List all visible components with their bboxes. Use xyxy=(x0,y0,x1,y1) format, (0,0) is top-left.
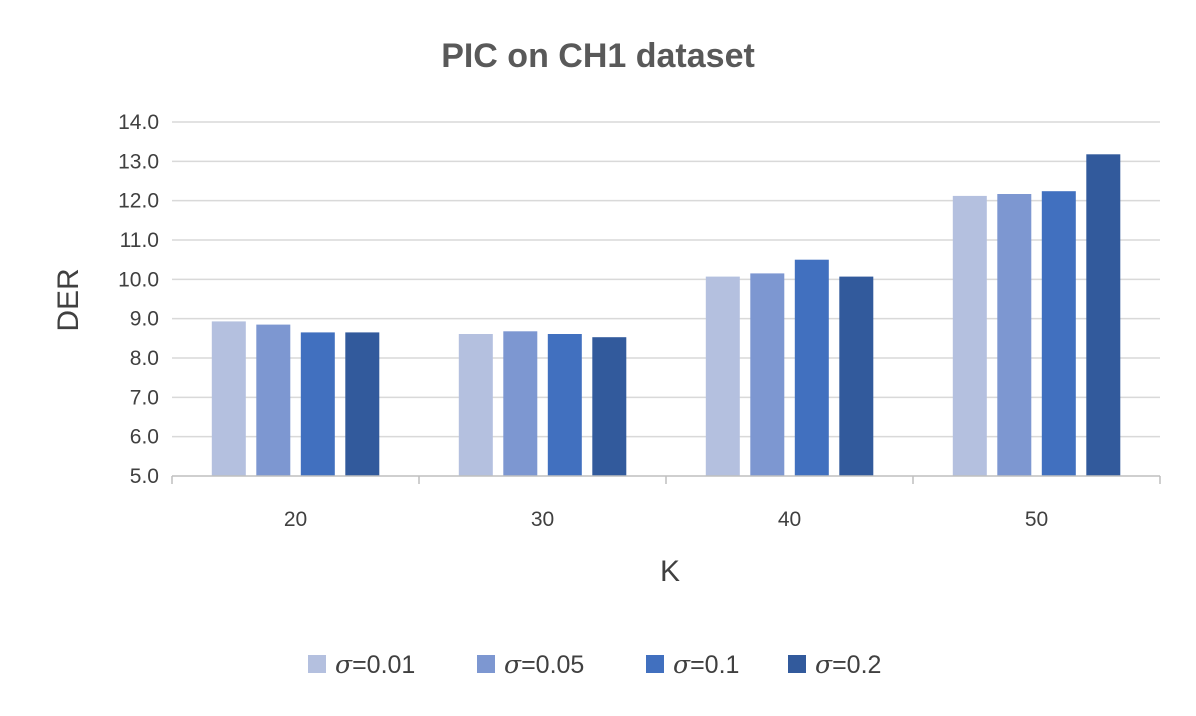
bar-50-series-2 xyxy=(1041,191,1076,476)
x-tick-label: 20 xyxy=(284,508,307,531)
y-axis-ticks: 5.0 6.0 7.0 8.0 9.0 10.0 11.0 12.0 13.0 14.0 xyxy=(118,111,159,488)
bars xyxy=(211,154,1121,477)
y-axis-title: DER xyxy=(52,268,85,331)
bar-40-series-3 xyxy=(839,276,874,476)
bar-40-series-2 xyxy=(794,259,829,476)
legend-label: σ=0.2 xyxy=(815,650,881,679)
y-tick-label: 9.0 xyxy=(130,308,159,331)
y-tick-label: 10.0 xyxy=(118,268,159,291)
bar-20-series-1 xyxy=(256,324,291,476)
x-tick-label: 30 xyxy=(531,508,554,531)
y-tick-label: 12.0 xyxy=(118,190,159,213)
y-tick-label: 13.0 xyxy=(118,150,159,173)
x-axis-ticks: 20 30 40 50 xyxy=(284,508,1048,531)
chart-title: PIC on CH1 dataset xyxy=(441,37,755,75)
x-tick-label: 40 xyxy=(778,508,801,531)
y-tick-label: 6.0 xyxy=(130,426,159,449)
legend-label: σ=0.1 xyxy=(673,650,739,679)
gridlines xyxy=(172,121,1160,438)
bar-40-series-0 xyxy=(705,276,740,476)
legend-swatch xyxy=(308,655,326,673)
legend: σ=0.01 σ=0.05 σ=0.1 σ=0.2 xyxy=(308,650,881,679)
y-tick-label: 8.0 xyxy=(130,347,159,370)
bar-30-series-2 xyxy=(547,334,582,476)
bar-50-series-1 xyxy=(997,194,1032,476)
x-axis-title: K xyxy=(660,555,680,588)
x-axis xyxy=(171,475,1161,484)
bar-50-series-3 xyxy=(1086,154,1121,477)
legend-label: σ=0.05 xyxy=(504,650,584,679)
legend-label: σ=0.01 xyxy=(335,650,415,679)
y-tick-label: 14.0 xyxy=(118,111,159,134)
x-tick-label: 50 xyxy=(1025,508,1048,531)
bar-30-series-0 xyxy=(458,334,493,476)
legend-swatch xyxy=(646,655,664,673)
bar-30-series-1 xyxy=(503,331,538,476)
bar-30-series-3 xyxy=(592,337,627,476)
y-tick-label: 5.0 xyxy=(130,465,159,488)
bar-40-series-1 xyxy=(750,273,785,476)
legend-swatch xyxy=(788,655,806,673)
y-tick-label: 7.0 xyxy=(130,386,159,409)
bar-50-series-0 xyxy=(952,195,987,476)
bar-20-series-2 xyxy=(300,332,335,476)
bar-20-series-3 xyxy=(345,332,380,476)
bar-20-series-0 xyxy=(211,321,246,476)
y-tick-label: 11.0 xyxy=(120,229,159,252)
legend-swatch xyxy=(477,655,495,673)
